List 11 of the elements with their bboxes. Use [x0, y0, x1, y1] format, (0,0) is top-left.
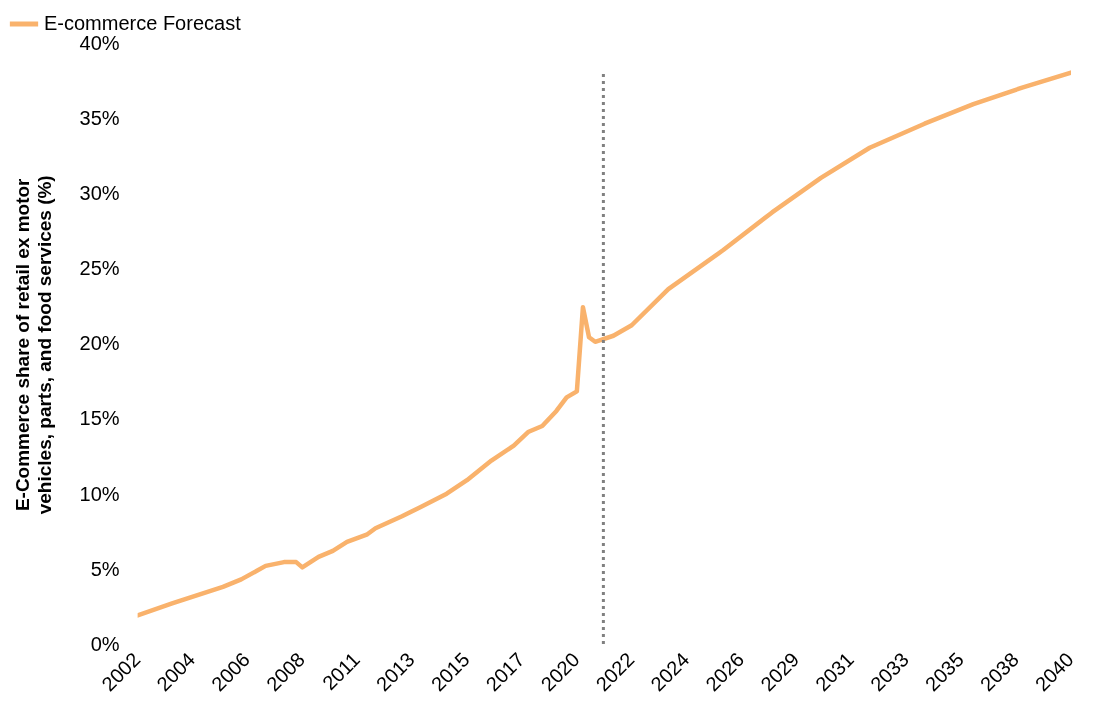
y-tick-label: 40%	[79, 31, 120, 54]
y-tick-label: 5%	[90, 557, 120, 580]
y-tick-label: 25%	[79, 257, 120, 280]
y-tick-label: 10%	[79, 482, 120, 505]
y-tick-label: 30%	[79, 181, 120, 204]
y-axis-title: E-Commerce share of retail ex motor vehicles, parts, and food services (%)	[11, 175, 56, 515]
legend-label: E-commerce Forecast	[44, 11, 242, 34]
y-tick-label: 15%	[79, 407, 120, 430]
y-tick-label: 20%	[79, 332, 120, 355]
y-tick-label: 0%	[90, 633, 120, 656]
y-tick-label: 35%	[79, 106, 120, 129]
